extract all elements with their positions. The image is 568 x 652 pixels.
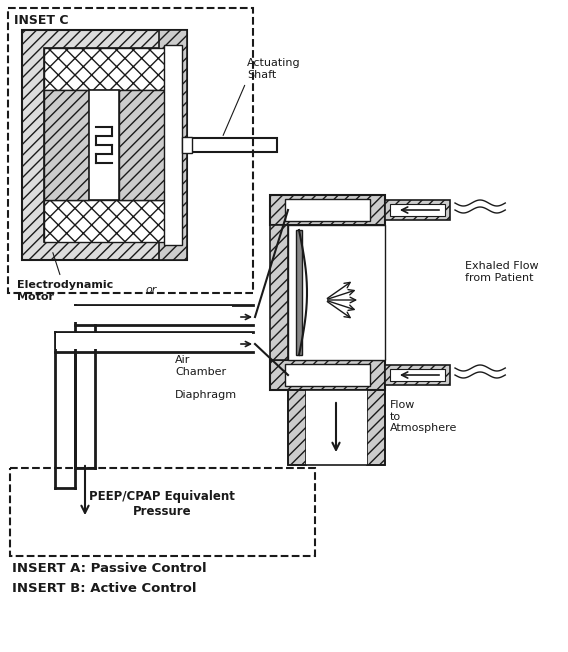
Bar bbox=[10, 468, 315, 556]
Bar bbox=[159, 30, 187, 260]
Bar bbox=[288, 390, 385, 465]
Text: Flow
to
Atmosphere: Flow to Atmosphere bbox=[390, 400, 457, 433]
Bar bbox=[306, 390, 367, 465]
Bar bbox=[270, 195, 385, 225]
Text: Diaphragm: Diaphragm bbox=[175, 390, 237, 400]
Bar bbox=[56, 333, 252, 349]
Bar bbox=[56, 306, 232, 322]
Bar bbox=[367, 390, 385, 465]
Bar bbox=[285, 364, 370, 386]
Bar bbox=[270, 360, 385, 390]
Text: Exhaled Flow
from Patient: Exhaled Flow from Patient bbox=[465, 261, 538, 283]
Text: Electrodynamic
Motor: Electrodynamic Motor bbox=[17, 252, 113, 302]
Bar bbox=[288, 390, 306, 465]
Bar bbox=[285, 199, 370, 221]
Bar bbox=[44, 200, 165, 242]
Bar bbox=[385, 365, 450, 385]
Bar bbox=[22, 30, 187, 260]
Bar bbox=[44, 48, 165, 242]
Text: or: or bbox=[145, 285, 156, 295]
Text: PEEP/CPAP Equivalent
Pressure: PEEP/CPAP Equivalent Pressure bbox=[89, 490, 235, 518]
Bar bbox=[182, 137, 192, 153]
Bar bbox=[390, 369, 445, 381]
Bar bbox=[44, 48, 165, 90]
Bar bbox=[270, 225, 288, 360]
Bar bbox=[390, 204, 445, 216]
Bar bbox=[385, 200, 450, 220]
Bar bbox=[296, 230, 302, 355]
Text: Air
Chamber: Air Chamber bbox=[175, 355, 226, 377]
Bar bbox=[89, 90, 119, 200]
Text: INSET C: INSET C bbox=[14, 14, 69, 27]
Bar bbox=[44, 90, 89, 200]
Bar bbox=[8, 8, 253, 293]
Bar bbox=[164, 45, 182, 245]
Bar bbox=[187, 138, 277, 152]
Bar bbox=[119, 90, 165, 200]
Text: INSERT B: Active Control: INSERT B: Active Control bbox=[12, 582, 197, 595]
Text: INSERT A: Passive Control: INSERT A: Passive Control bbox=[12, 562, 207, 575]
Text: Actuating
Shaft: Actuating Shaft bbox=[223, 59, 300, 136]
Bar bbox=[288, 225, 385, 360]
